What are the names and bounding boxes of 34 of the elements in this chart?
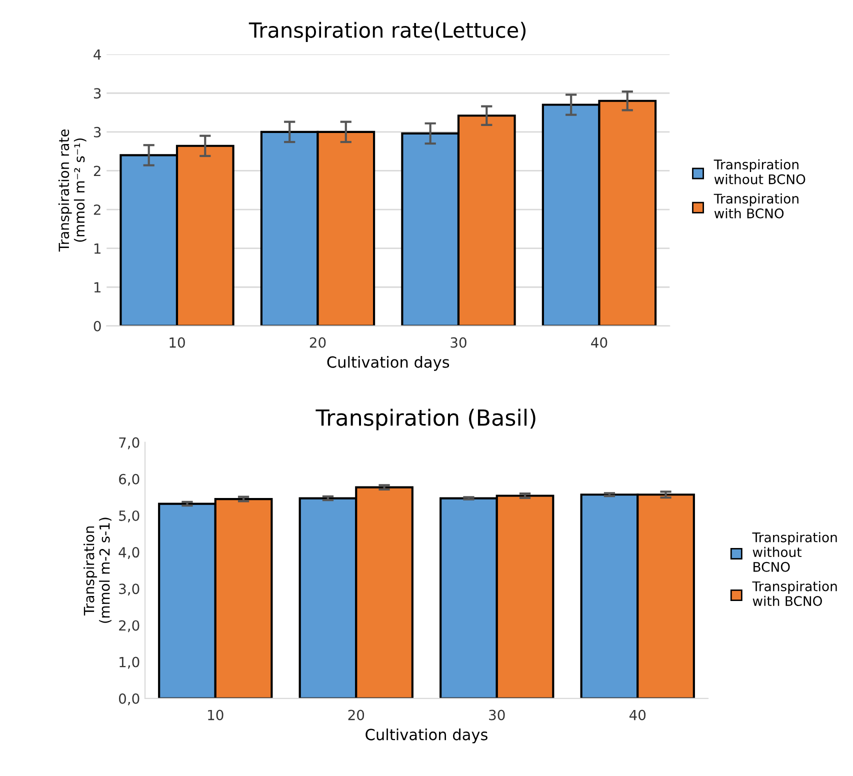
y-tick-label: 4 bbox=[94, 49, 101, 60]
x-axis-title: Cultivation days bbox=[366, 728, 488, 744]
y-tick-label: 1,0 bbox=[120, 656, 140, 669]
chart-title: Transpiration (Basil) bbox=[316, 408, 536, 430]
x-tick-label: 10 bbox=[208, 710, 224, 720]
legend-label: Transpiration with BCNO bbox=[752, 581, 837, 606]
y-tick-label: 2 bbox=[94, 166, 100, 176]
y-tick-label: 2 bbox=[94, 204, 100, 215]
y-tick-label: 3 bbox=[94, 88, 101, 99]
y-tick-label: 1 bbox=[94, 282, 100, 292]
y-axis-title: Transpiration rate (mmol m⁻² s⁻¹) bbox=[58, 129, 86, 252]
y-tick-label: 2,0 bbox=[119, 620, 140, 632]
legend-label: Transpiration without BCNO bbox=[752, 532, 837, 572]
y-tick-label: 3,0 bbox=[119, 584, 140, 596]
y-axis-title: Transpiration (mmol m-2 s-1) bbox=[84, 518, 112, 623]
y-tick-label: 5,0 bbox=[119, 510, 140, 522]
y-tick-label: 4,0 bbox=[118, 547, 140, 559]
y-tick-label: 6,0 bbox=[119, 474, 140, 486]
x-tick-label: 30 bbox=[450, 337, 466, 348]
x-tick-label: 20 bbox=[310, 337, 326, 348]
y-tick-label: 7,0 bbox=[119, 437, 140, 450]
legend-label: Transpiration with BCNO bbox=[714, 193, 798, 218]
x-axis-title: Cultivation days bbox=[327, 356, 450, 371]
y-tick-label: 1 bbox=[94, 243, 100, 254]
y-tick-label: 3 bbox=[94, 126, 101, 138]
y-tick-label: 0,0 bbox=[118, 693, 140, 706]
legend-label: Transpiration without BCNO bbox=[714, 159, 806, 184]
x-tick-label: 30 bbox=[489, 710, 505, 720]
x-tick-label: 40 bbox=[629, 710, 646, 720]
x-tick-label: 10 bbox=[170, 337, 185, 348]
y-tick-label: 0 bbox=[94, 320, 101, 332]
x-tick-label: 40 bbox=[591, 337, 608, 348]
chart-title: Transpiration rate(Lettuce) bbox=[248, 22, 526, 42]
x-tick-label: 20 bbox=[348, 710, 364, 720]
